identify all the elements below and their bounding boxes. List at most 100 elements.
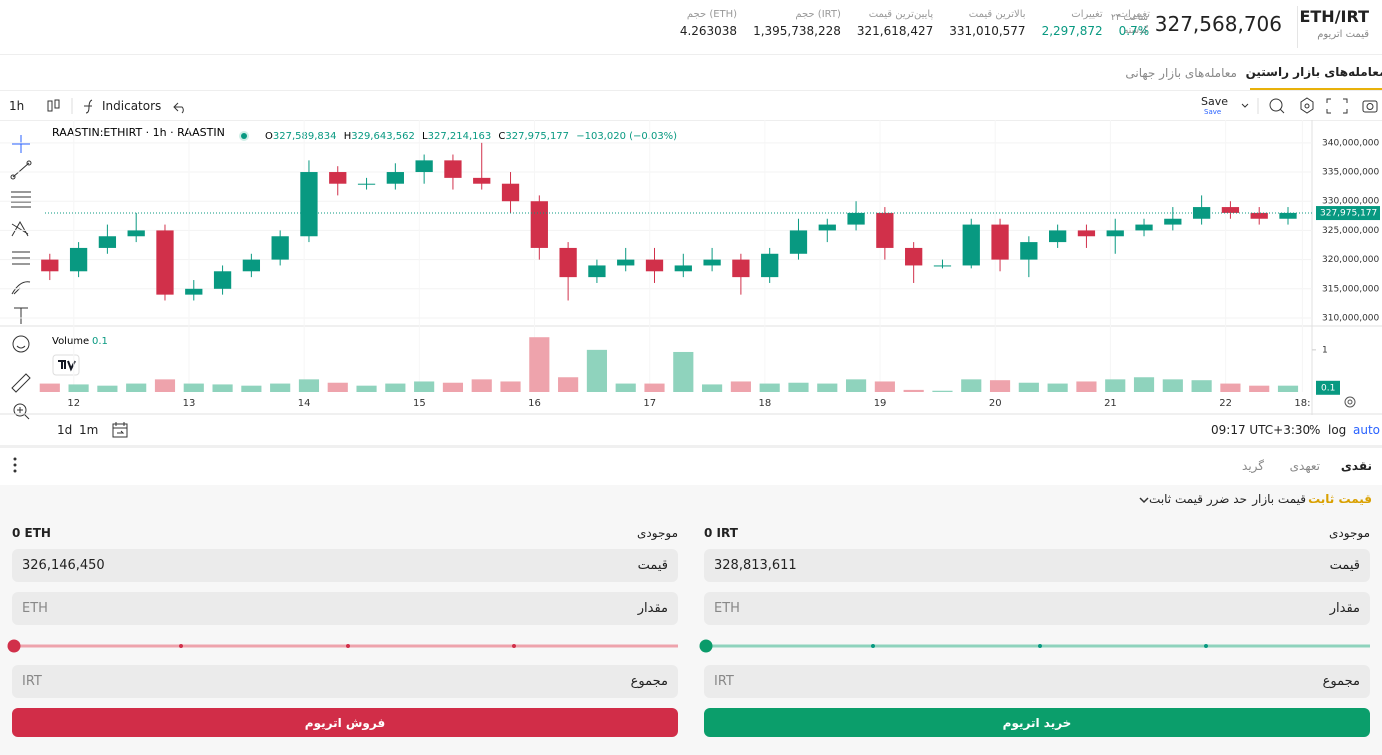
- y-tick-label: 330,000,000: [1322, 197, 1380, 207]
- volume-bar: [615, 383, 636, 392]
- order-type[interactable]: حد ضرر قیمت ثابت: [1149, 492, 1247, 506]
- volume-legend: Volume: [52, 336, 89, 347]
- candle-body: [41, 259, 59, 272]
- volume-bar: [1105, 379, 1126, 392]
- buy-button[interactable]: خرید اتریوم: [704, 708, 1370, 737]
- ohlc-legend: O327,589,834 H329,643,562 L327,214,163 C…: [265, 131, 677, 142]
- sell-button[interactable]: فروش اتریوم: [12, 708, 678, 737]
- volume-bar: [471, 379, 492, 392]
- log[interactable]: log: [1328, 423, 1347, 437]
- tab-active[interactable]: معامله‌های بازار راستین: [1246, 55, 1382, 90]
- range[interactable]: 1m: [79, 423, 99, 437]
- order-tab[interactable]: گرید: [1242, 459, 1264, 473]
- percent[interactable]: %: [1309, 423, 1321, 437]
- candle-body: [242, 259, 261, 272]
- order-type-active[interactable]: قیمت ثابت: [1308, 492, 1372, 506]
- interval[interactable]: 1h: [9, 99, 25, 113]
- menu[interactable]: [10, 456, 20, 474]
- candle-body: [1020, 242, 1038, 260]
- amount-field[interactable]: ETH مقدار: [704, 592, 1370, 625]
- volume-bar: [154, 379, 176, 392]
- amount-field[interactable]: ETH مقدار: [12, 592, 678, 625]
- balance-label: موجودی: [1329, 526, 1370, 540]
- candle-body: [415, 160, 433, 173]
- total-label: مجموع: [1322, 674, 1360, 689]
- stat-value: 1,395,738,228: [753, 24, 841, 38]
- order-type[interactable]: قیمت بازار: [1252, 492, 1306, 506]
- volume-bar: [586, 349, 607, 392]
- order-tab[interactable]: تعهدی: [1289, 459, 1320, 473]
- stat-value: 321,618,427: [856, 24, 934, 38]
- y-tick-label: 310,000,000: [1322, 313, 1380, 323]
- price-field[interactable]: 326,146,450 قیمت: [12, 549, 678, 582]
- price-label: قیمت: [637, 558, 668, 573]
- stat-value: 331,010,577: [949, 24, 1026, 38]
- pair-name: قیمت اتریوم: [1317, 29, 1369, 40]
- balance: 0 ETH: [12, 526, 51, 540]
- amount-label: مقدار: [637, 601, 668, 616]
- sell-slider[interactable]: [6, 638, 686, 654]
- candle-body: [444, 160, 462, 178]
- candle-body: [1250, 212, 1268, 219]
- price-field[interactable]: 328,813,611 قیمت: [704, 549, 1370, 582]
- buy-slider[interactable]: [698, 638, 1378, 654]
- x-tick-label: 18: [759, 398, 772, 409]
- pair: ETH/IRT: [1299, 7, 1369, 26]
- candle-body: [588, 265, 606, 278]
- x-tick-label: 21: [1104, 398, 1117, 409]
- amount-unit: ETH: [22, 601, 48, 616]
- x-tick-label: 16: [528, 398, 541, 409]
- candle-body: [69, 247, 88, 272]
- volume-bar: [730, 381, 751, 392]
- candle-body: [933, 265, 952, 267]
- stats: تغییرات 0.7% تغییرات 2,297,872 بالاترین قی…: [680, 9, 1150, 38]
- chart-symbol: RAASTIN:ETHIRT · 1h · RAASTIN: [52, 126, 225, 139]
- tab[interactable]: معامله‌های بازار جهانی: [1125, 66, 1237, 80]
- volume-bar: [442, 382, 464, 392]
- volume-bar: [183, 383, 204, 392]
- volume-bar: [759, 383, 780, 392]
- stat: حجم (IRT) 1,395,738,228: [753, 9, 841, 38]
- volume-bar: [298, 379, 320, 392]
- volume-bar: [529, 337, 550, 392]
- volume-bar: [1220, 383, 1241, 392]
- price: 326,146,450: [22, 558, 105, 573]
- candle-body: [1077, 230, 1096, 237]
- candle-body: [1106, 230, 1124, 237]
- candle-body: [530, 201, 548, 248]
- range[interactable]: 1d: [57, 423, 73, 437]
- volume-bar: [97, 385, 118, 392]
- total-field[interactable]: IRT مجموع: [12, 665, 678, 698]
- candle-body: [501, 183, 520, 202]
- toolbar-icons: [47, 98, 184, 114]
- total-field[interactable]: IRT مجموع: [704, 665, 1370, 698]
- y-tick-label: 340,000,000: [1322, 138, 1380, 148]
- candle-body: [617, 259, 635, 266]
- volume-bar: [874, 381, 895, 392]
- divider: [0, 120, 1382, 121]
- volume-bar: [903, 389, 924, 392]
- volume-bar: [1277, 385, 1299, 392]
- balance-label: موجودی: [637, 526, 678, 540]
- candle-body: [357, 183, 376, 185]
- divider: [1297, 6, 1298, 48]
- save[interactable]: Save: [1201, 95, 1229, 108]
- order-tab-active[interactable]: نقدی: [1340, 459, 1372, 473]
- stat-label: حجم (ETH): [686, 9, 738, 20]
- x-tick-label: 15: [413, 398, 426, 409]
- candle-body: [674, 265, 692, 272]
- indicators[interactable]: Indicators: [102, 99, 162, 113]
- candle-body: [962, 224, 980, 266]
- candle-body: [559, 247, 577, 278]
- volume-bar: [241, 385, 262, 392]
- auto[interactable]: auto: [1353, 423, 1381, 437]
- stat-label: تغییرات: [1071, 9, 1103, 20]
- stat-value: 4.263038: [679, 24, 738, 38]
- stat-label: حجم (IRT): [795, 9, 841, 20]
- candle-body: [991, 224, 1009, 260]
- volume-bar: [1191, 380, 1212, 392]
- y-tick-label: 325,000,000: [1322, 226, 1380, 236]
- last-volume-label: 0.1: [1321, 383, 1335, 393]
- stat-label: تغییرات: [1118, 9, 1150, 20]
